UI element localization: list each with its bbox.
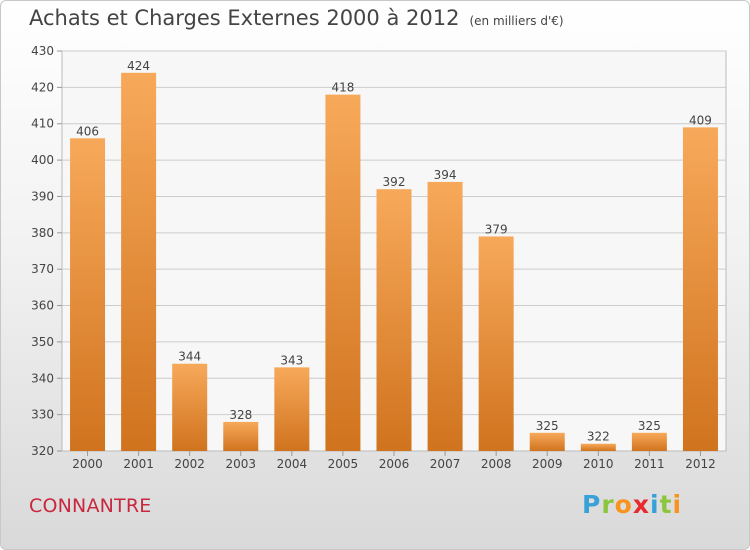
y-tick-label: 430 bbox=[31, 44, 54, 58]
x-tick-label-2007: 2007 bbox=[430, 457, 461, 471]
logo-letter: P bbox=[582, 490, 602, 519]
x-tick-label-2012: 2012 bbox=[685, 457, 716, 471]
y-tick-label: 340 bbox=[31, 371, 54, 385]
data-label-2011: 325 bbox=[638, 419, 661, 433]
chart-title-block: Achats et Charges Externes 2000 à 2012 (e… bbox=[29, 6, 564, 30]
y-tick-label: 330 bbox=[31, 408, 54, 422]
bar-2011 bbox=[631, 432, 667, 451]
bar-2010 bbox=[580, 443, 616, 451]
y-tick-label: 410 bbox=[31, 117, 54, 131]
y-axis: 320 330 340 350 360 370 380 390 400 410 420 430 bbox=[31, 44, 62, 458]
x-tick-label-2000: 2000 bbox=[72, 457, 103, 471]
chart-title: Achats et Charges Externes 2000 à 2012 bbox=[29, 6, 460, 30]
logo-letter: i bbox=[650, 490, 660, 519]
x-tick-label-2001: 2001 bbox=[123, 457, 154, 471]
bar-2004 bbox=[274, 367, 310, 451]
bar-2001 bbox=[121, 72, 157, 452]
bar-2008 bbox=[478, 236, 514, 451]
y-tick-label: 370 bbox=[31, 262, 54, 276]
logo-letter: o bbox=[614, 490, 633, 519]
y-tick-label: 390 bbox=[31, 189, 54, 203]
logo-letter: x bbox=[632, 490, 650, 519]
proxiti-logo: Proxiti bbox=[582, 490, 682, 519]
y-tick-label: 380 bbox=[31, 226, 54, 240]
data-label-2007: 394 bbox=[434, 168, 457, 182]
data-label-2006: 392 bbox=[383, 175, 406, 189]
data-label-2008: 379 bbox=[485, 222, 508, 236]
logo-letter: t bbox=[659, 490, 673, 519]
data-label-2009: 325 bbox=[536, 419, 559, 433]
y-tick-label: 350 bbox=[31, 335, 54, 349]
bar-2007 bbox=[427, 181, 463, 451]
bar-2000 bbox=[70, 138, 106, 452]
data-label-2002: 344 bbox=[178, 350, 201, 364]
x-tick-label-2006: 2006 bbox=[379, 457, 410, 471]
bar-2006 bbox=[376, 189, 412, 451]
y-tick-label: 360 bbox=[31, 299, 54, 313]
x-tick-label-2004: 2004 bbox=[277, 457, 308, 471]
chart-unit: (en milliers d'€) bbox=[469, 14, 564, 28]
data-label-2000: 406 bbox=[76, 124, 99, 138]
bars bbox=[70, 72, 718, 452]
x-tick-label-2003: 2003 bbox=[225, 457, 256, 471]
x-tick-label-2011: 2011 bbox=[634, 457, 665, 471]
logo-letter: i bbox=[672, 490, 683, 519]
x-tick-label-2009: 2009 bbox=[532, 457, 563, 471]
data-label-2001: 424 bbox=[127, 59, 150, 73]
data-label-2010: 322 bbox=[587, 430, 610, 444]
y-tick-label: 420 bbox=[31, 80, 54, 94]
x-tick-label-2010: 2010 bbox=[583, 457, 614, 471]
x-axis: 2000 2001 2002 2003 2004 2005 2006 2007 2008 2009… bbox=[72, 451, 716, 471]
data-label-2005: 418 bbox=[331, 81, 354, 95]
data-label-2012: 409 bbox=[689, 113, 712, 127]
data-label-2003: 328 bbox=[229, 408, 252, 422]
data-labels: 406 424 344 328 343 418 392 394 379 325 322 325 409 bbox=[76, 59, 712, 444]
bar-2005 bbox=[325, 94, 361, 452]
x-tick-label-2002: 2002 bbox=[174, 457, 205, 471]
bar-2002 bbox=[172, 363, 208, 451]
y-tick-label: 400 bbox=[31, 153, 54, 167]
bar-2009 bbox=[529, 432, 565, 451]
bar-2003 bbox=[223, 421, 259, 451]
x-tick-label-2005: 2005 bbox=[328, 457, 359, 471]
x-tick-label-2008: 2008 bbox=[481, 457, 512, 471]
data-label-2004: 343 bbox=[280, 353, 303, 367]
y-tick-label: 320 bbox=[31, 444, 54, 458]
logo-letter: r bbox=[601, 490, 615, 519]
commune-name: CONNANTRE bbox=[29, 495, 152, 517]
bar-2012 bbox=[682, 127, 718, 451]
